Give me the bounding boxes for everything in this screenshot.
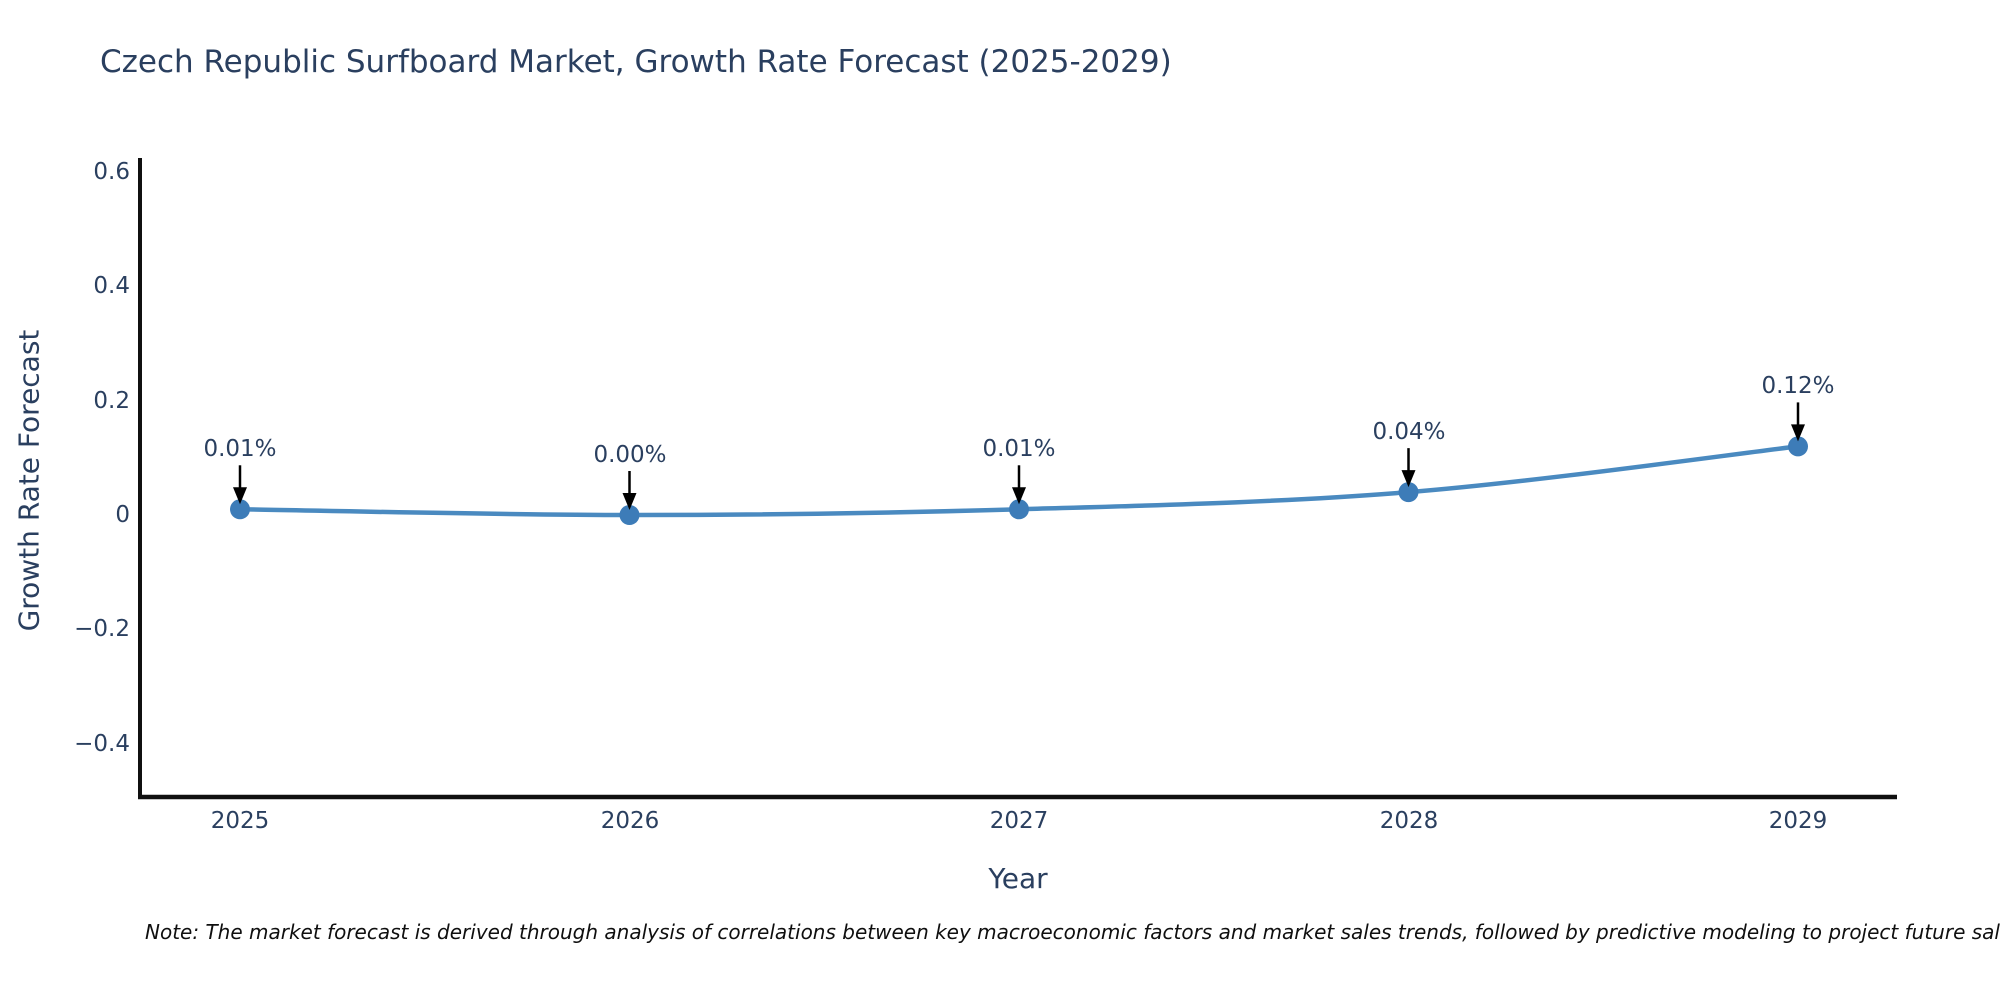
x-tick-label: 2027 — [989, 808, 1049, 834]
y-tick-label: 0.6 — [93, 159, 130, 185]
point-annotation: 0.01% — [982, 436, 1056, 462]
y-tick-label: 0 — [115, 502, 130, 528]
chart-title: Czech Republic Surfboard Market, Growth … — [100, 44, 1172, 80]
x-axis-title: Year — [988, 862, 1048, 895]
point-annotation: 0.00% — [593, 442, 667, 468]
x-tick-label: 2025 — [210, 808, 270, 834]
x-tick-label: 2028 — [1379, 808, 1439, 834]
footnote: Note: The market forecast is derived thr… — [145, 920, 2000, 944]
y-tick-label: −0.4 — [74, 731, 130, 757]
point-annotation: 0.04% — [1372, 419, 1446, 445]
y-tick-label: −0.2 — [74, 616, 130, 642]
x-tick-label: 2026 — [600, 808, 660, 834]
y-tick-label: 0.2 — [93, 388, 130, 414]
y-tick-label: 0.4 — [93, 273, 130, 299]
point-annotation: 0.12% — [1761, 373, 1835, 399]
point-annotation: 0.01% — [203, 436, 277, 462]
x-tick-label: 2029 — [1768, 808, 1828, 834]
